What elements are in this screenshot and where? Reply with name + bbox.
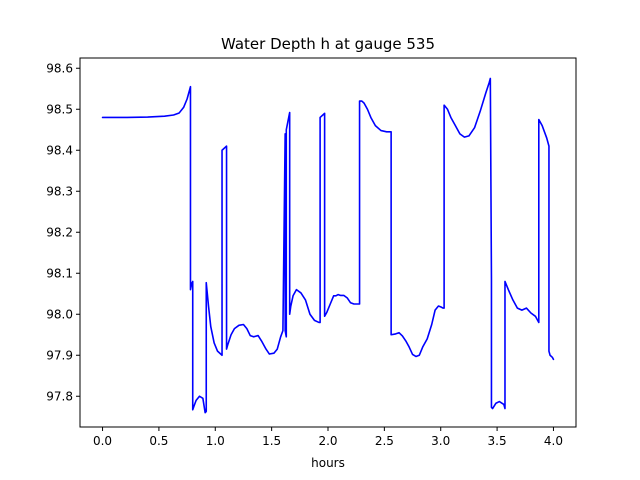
x-tick-label: 2.5 <box>375 434 394 448</box>
x-tick-label: 1.0 <box>206 434 225 448</box>
y-tick-label: 98.2 <box>46 225 73 239</box>
y-tick-label: 98.5 <box>46 102 73 116</box>
x-tick-label: 0.5 <box>149 434 168 448</box>
x-axis: 0.0 0.5 1.0 1.5 2.0 2.5 3.0 3.5 4.0 <box>93 427 563 448</box>
y-tick-label: 97.8 <box>46 389 73 403</box>
plot-area <box>101 77 555 414</box>
y-tick-label: 98.6 <box>46 61 73 75</box>
y-tick-label: 97.9 <box>46 348 73 362</box>
x-tick-label: 3.5 <box>488 434 507 448</box>
y-axis: 97.8 97.9 98.0 98.1 98.2 98.3 98.4 98.5 98.6 <box>46 61 80 403</box>
x-axis-label: hours <box>311 456 345 470</box>
y-tick-label: 98.4 <box>46 143 73 157</box>
series-line-water-depth <box>101 77 555 414</box>
y-tick-label: 98.0 <box>46 307 73 321</box>
chart-title: Water Depth h at gauge 535 <box>221 35 435 53</box>
y-tick-label: 98.1 <box>46 266 73 280</box>
x-tick-label: 4.0 <box>544 434 563 448</box>
x-tick-label: 3.0 <box>431 434 450 448</box>
y-tick-label: 98.3 <box>46 184 73 198</box>
x-tick-label: 0.0 <box>93 434 112 448</box>
plot-frame <box>79 57 577 428</box>
x-tick-label: 2.0 <box>318 434 337 448</box>
x-tick-label: 1.5 <box>262 434 281 448</box>
